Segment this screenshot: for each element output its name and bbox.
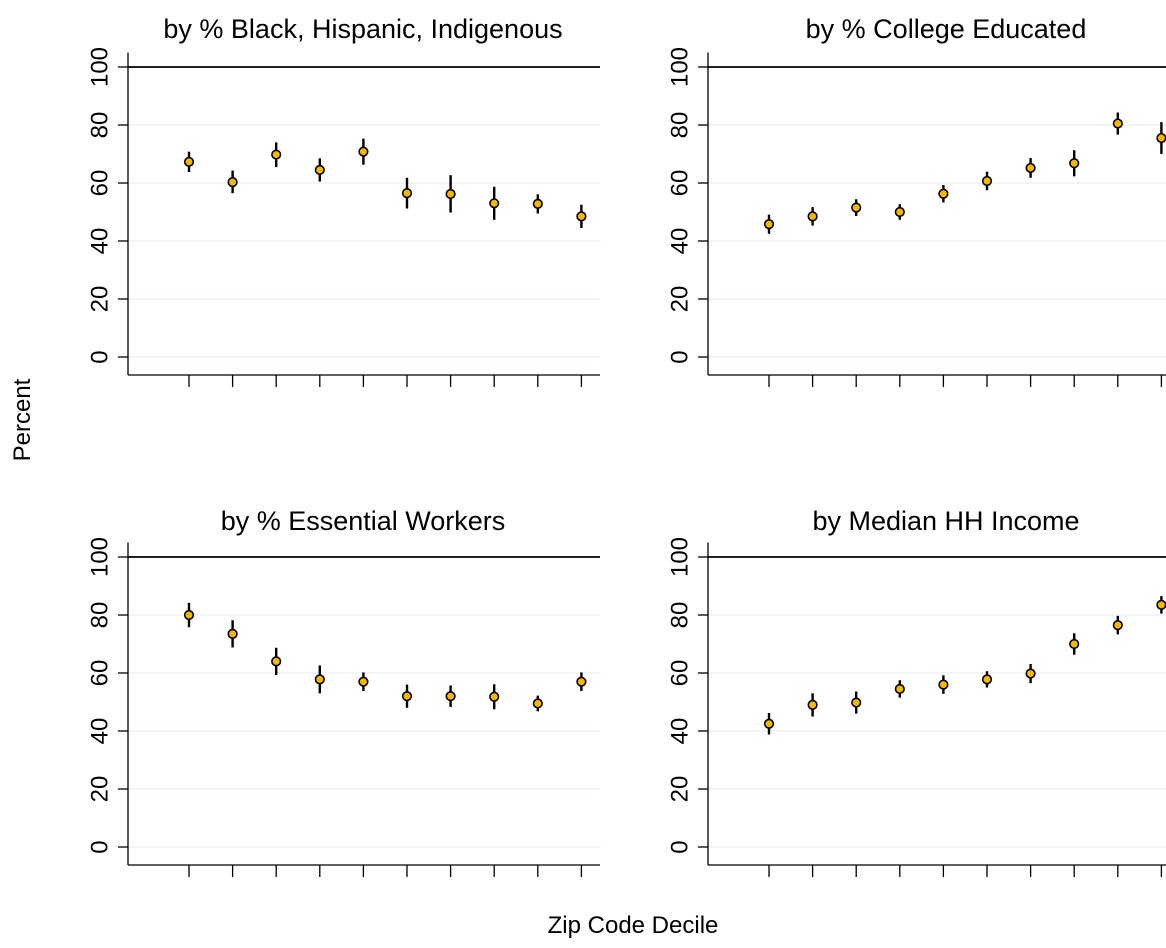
y-tick-label: 60 bbox=[87, 660, 114, 687]
data-point bbox=[1025, 162, 1036, 174]
y-tick-label: 80 bbox=[667, 112, 694, 139]
panel-title: by % Black, Hispanic, Indigenous bbox=[163, 14, 562, 44]
chart-panel-3: by % Essential Workers 0 20 40 60 80 100 bbox=[87, 506, 600, 877]
data-point bbox=[1025, 668, 1036, 679]
data-point bbox=[1156, 599, 1166, 610]
data-point bbox=[1069, 638, 1080, 650]
data-point bbox=[401, 691, 413, 702]
data-point bbox=[763, 219, 775, 230]
data-point bbox=[183, 609, 195, 621]
data-point bbox=[938, 188, 949, 199]
data-point bbox=[576, 211, 587, 222]
data-point bbox=[981, 175, 993, 187]
y-tick-label: 100 bbox=[87, 47, 114, 87]
chart-panel-2: by % College Educated 0 20 40 60 80 100 bbox=[667, 14, 1166, 387]
data-point bbox=[271, 149, 282, 160]
data-point bbox=[183, 156, 195, 167]
y-tick-label: 60 bbox=[667, 170, 694, 197]
data-point bbox=[894, 683, 905, 695]
y-tick-label: 60 bbox=[667, 660, 694, 687]
y-tick-label: 80 bbox=[667, 602, 694, 629]
y-tick-label: 20 bbox=[87, 286, 114, 313]
data-point bbox=[227, 628, 238, 639]
panels: by % Black, Hispanic, Indigenous 0 20 40 60 8… bbox=[87, 14, 1166, 877]
data-point bbox=[851, 697, 862, 708]
data-point bbox=[401, 188, 413, 199]
data-point bbox=[532, 698, 543, 709]
data-point bbox=[358, 146, 369, 157]
data-point bbox=[576, 676, 587, 687]
y-tick-label: 0 bbox=[667, 350, 694, 363]
data-point bbox=[807, 211, 818, 222]
y-tick-label: 0 bbox=[87, 350, 114, 363]
y-tick-label: 20 bbox=[667, 286, 694, 313]
y-tick-label: 0 bbox=[87, 840, 114, 853]
data-point bbox=[894, 206, 905, 218]
data-point bbox=[445, 188, 456, 200]
chart-panel-1: by % Black, Hispanic, Indigenous 0 20 40 60 8… bbox=[87, 14, 600, 387]
data-point bbox=[271, 656, 282, 667]
y-tick-label: 40 bbox=[87, 718, 114, 745]
y-tick-label: 100 bbox=[667, 537, 694, 577]
y-tick-label: 20 bbox=[667, 776, 694, 803]
y-tick-label: 80 bbox=[87, 112, 114, 139]
y-tick-label: 100 bbox=[667, 47, 694, 87]
y-tick-label: 40 bbox=[667, 228, 694, 255]
data-point bbox=[532, 198, 543, 209]
data-point bbox=[763, 718, 775, 729]
data-point bbox=[227, 177, 238, 188]
y-tick-label: 40 bbox=[667, 718, 694, 745]
data-point bbox=[489, 691, 500, 702]
data-point bbox=[358, 676, 369, 687]
panel-title: by % College Educated bbox=[806, 14, 1087, 44]
y-tick-label: 60 bbox=[87, 170, 114, 197]
y-tick-label: 80 bbox=[87, 602, 114, 629]
data-point bbox=[314, 674, 325, 685]
data-point bbox=[445, 691, 456, 702]
data-point bbox=[489, 198, 500, 209]
data-point bbox=[981, 674, 993, 685]
y-tick-label: 0 bbox=[667, 840, 694, 853]
y-tick-label: 20 bbox=[87, 776, 114, 803]
data-point bbox=[1112, 118, 1123, 129]
data-point bbox=[938, 679, 949, 690]
data-point bbox=[314, 164, 325, 176]
data-point bbox=[1069, 158, 1080, 169]
panel-title: by Median HH Income bbox=[812, 506, 1079, 536]
x-axis-title: Zip Code Decile bbox=[548, 912, 719, 939]
y-axis-title: Percent bbox=[9, 378, 36, 461]
panel-title: by % Essential Workers bbox=[221, 506, 506, 536]
data-point bbox=[851, 202, 862, 213]
chart-panel-4: by Median HH Income 0 20 40 60 80 100 bbox=[667, 506, 1166, 877]
data-point bbox=[1112, 620, 1123, 631]
data-point bbox=[1156, 132, 1166, 144]
y-tick-label: 100 bbox=[87, 537, 114, 577]
y-tick-label: 40 bbox=[87, 228, 114, 255]
data-point bbox=[807, 699, 818, 711]
